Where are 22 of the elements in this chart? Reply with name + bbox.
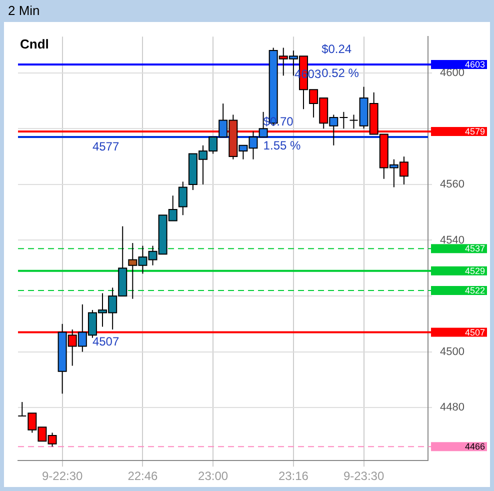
x-tick-label: 23:16 bbox=[278, 469, 309, 484]
y-tick-label: 4480 bbox=[440, 402, 464, 414]
ref-line-label: 4537 bbox=[464, 244, 485, 254]
annotation: 4507 bbox=[92, 334, 120, 349]
ref-line-label: 4579 bbox=[464, 126, 485, 136]
annotation: Cndl bbox=[20, 36, 49, 52]
y-tick-label: 4560 bbox=[440, 178, 464, 190]
candlestick bbox=[349, 114, 358, 130]
x-tick-label: 9-23:30 bbox=[343, 469, 384, 484]
ref-line-label: 4466 bbox=[464, 442, 485, 452]
y-tick-label: 4500 bbox=[440, 346, 464, 358]
ref-line-label: 4603 bbox=[464, 59, 485, 70]
ref-line-label: 4507 bbox=[464, 327, 485, 338]
x-tick-label: 23:00 bbox=[198, 469, 228, 484]
chart-title: 2 Min bbox=[7, 2, 41, 20]
ref-line-label: 4522 bbox=[464, 285, 485, 296]
ref-line-label: 4529 bbox=[464, 266, 485, 276]
y-tick-label: 4540 bbox=[440, 234, 464, 246]
annotation: $0.24 0.52 % bbox=[322, 42, 360, 80]
x-tick-label: 22:46 bbox=[128, 469, 158, 484]
annotation: 4577 bbox=[92, 139, 120, 154]
x-tick-label: 9-22:30 bbox=[42, 469, 83, 484]
